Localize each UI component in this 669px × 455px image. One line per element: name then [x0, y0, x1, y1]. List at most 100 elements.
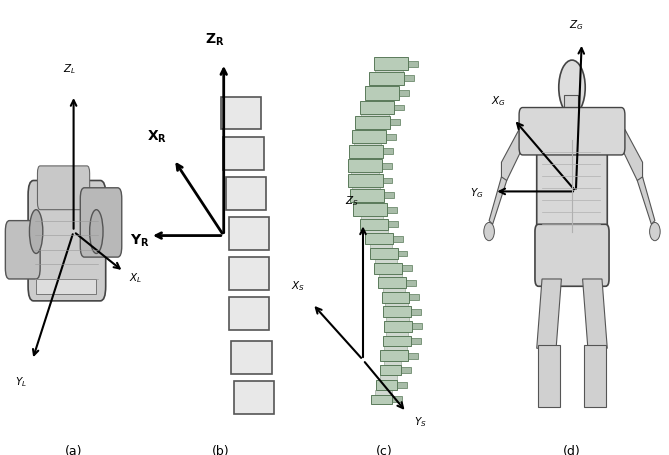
Bar	[375, 259, 397, 264]
Bar	[385, 303, 407, 308]
Bar	[383, 288, 405, 293]
Bar	[365, 99, 393, 104]
Polygon shape	[638, 177, 655, 225]
Bar	[349, 146, 383, 158]
Text: $\mathbf{Z_R}$: $\mathbf{Z_R}$	[205, 32, 225, 48]
Bar	[401, 368, 411, 373]
Bar	[379, 278, 406, 288]
FancyBboxPatch shape	[535, 225, 609, 287]
Bar	[383, 149, 393, 155]
Bar	[399, 91, 409, 96]
Ellipse shape	[484, 223, 494, 241]
Bar	[361, 215, 383, 220]
FancyBboxPatch shape	[28, 181, 106, 301]
Bar	[229, 258, 269, 290]
Bar	[360, 102, 394, 115]
Polygon shape	[537, 279, 561, 349]
Bar	[229, 217, 269, 250]
Bar	[386, 135, 396, 140]
Bar	[381, 292, 409, 303]
Bar	[375, 390, 392, 395]
Bar	[406, 280, 416, 286]
Bar	[375, 380, 397, 389]
Polygon shape	[502, 130, 522, 181]
Bar	[350, 189, 384, 202]
Text: $Z_G$: $Z_G$	[569, 18, 583, 32]
Bar	[383, 178, 393, 184]
Text: $Y_G$: $Y_G$	[470, 186, 484, 200]
Polygon shape	[583, 279, 607, 349]
Text: (d): (d)	[563, 444, 581, 455]
Bar	[384, 361, 401, 366]
Bar	[411, 324, 421, 329]
Text: (b): (b)	[212, 444, 229, 455]
Ellipse shape	[650, 223, 660, 241]
Bar	[351, 172, 379, 177]
Bar	[353, 186, 380, 191]
Bar	[411, 339, 421, 344]
Bar	[584, 345, 605, 407]
Bar	[365, 230, 387, 235]
Bar	[229, 298, 269, 330]
Bar	[365, 87, 399, 100]
Circle shape	[559, 61, 585, 116]
FancyBboxPatch shape	[5, 221, 40, 279]
Text: $Y_L$: $Y_L$	[15, 374, 27, 388]
Bar	[387, 207, 397, 213]
Bar	[361, 113, 389, 118]
Text: $\mathbf{Y_R}$: $\mathbf{Y_R}$	[130, 232, 150, 248]
Bar	[393, 237, 403, 242]
Bar	[352, 157, 379, 162]
Bar	[384, 321, 411, 332]
Bar	[539, 345, 560, 407]
Bar	[564, 96, 578, 117]
Bar	[348, 160, 382, 173]
Text: $Y_S$: $Y_S$	[414, 414, 427, 428]
Ellipse shape	[29, 210, 43, 254]
FancyBboxPatch shape	[519, 108, 625, 156]
Bar	[351, 131, 386, 144]
Bar	[36, 279, 96, 294]
Bar	[380, 350, 408, 361]
Polygon shape	[622, 130, 642, 181]
Bar	[221, 97, 261, 130]
FancyBboxPatch shape	[37, 167, 90, 210]
Text: (c): (c)	[376, 444, 393, 455]
Bar	[404, 76, 413, 82]
Bar	[348, 175, 383, 187]
Bar	[354, 142, 381, 147]
Bar	[408, 353, 418, 359]
Bar	[384, 193, 394, 198]
Bar	[371, 395, 392, 404]
Bar	[370, 244, 392, 249]
Bar	[355, 201, 382, 206]
Bar	[380, 366, 401, 375]
Bar	[402, 266, 412, 271]
Bar	[392, 397, 402, 402]
Bar	[382, 164, 392, 169]
Bar	[355, 116, 390, 129]
Bar	[379, 273, 401, 278]
Bar	[357, 128, 385, 133]
Bar	[397, 251, 407, 257]
Bar	[375, 263, 402, 274]
Text: $X_L$: $X_L$	[129, 270, 142, 284]
Bar	[390, 120, 399, 126]
Bar	[234, 381, 274, 414]
Polygon shape	[489, 177, 506, 225]
Bar	[231, 341, 272, 374]
Bar	[223, 137, 264, 170]
Bar	[383, 336, 411, 347]
Bar	[409, 295, 419, 300]
Text: $Z_L$: $Z_L$	[63, 62, 76, 76]
Bar	[397, 382, 407, 388]
Bar	[408, 62, 418, 67]
Text: $\mathbf{X_R}$: $\mathbf{X_R}$	[147, 128, 167, 144]
Bar	[384, 346, 407, 351]
FancyBboxPatch shape	[537, 134, 607, 239]
Text: $X_G$: $X_G$	[491, 94, 506, 108]
Bar	[374, 58, 408, 71]
Bar	[360, 219, 388, 230]
Text: (a): (a)	[65, 444, 82, 455]
Bar	[380, 375, 397, 380]
